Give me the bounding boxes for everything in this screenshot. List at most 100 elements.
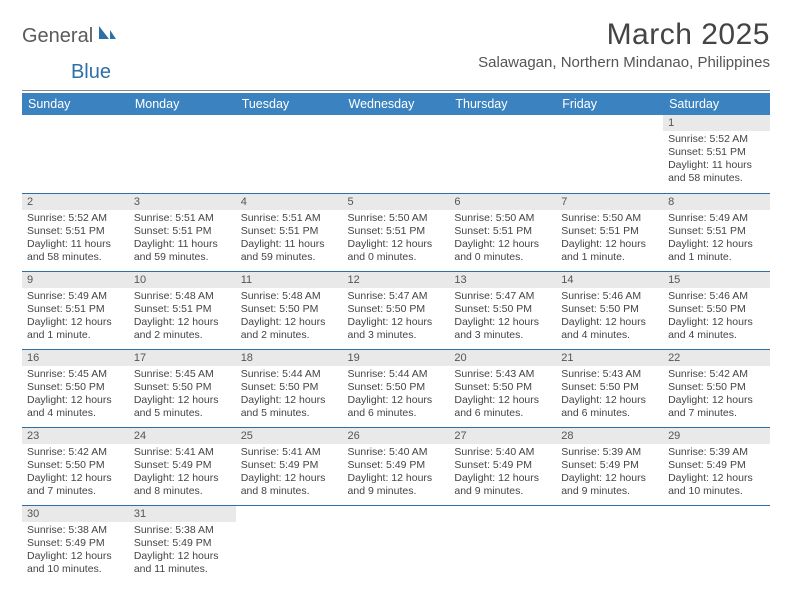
day-number: 18 — [236, 350, 343, 366]
sunset-text: Sunset: 5:51 PM — [668, 146, 765, 159]
sunrise-text: Sunrise: 5:49 AM — [668, 212, 765, 225]
weekday-header: Sunday — [22, 93, 129, 115]
calendar-week: 30Sunrise: 5:38 AMSunset: 5:49 PMDayligh… — [22, 505, 770, 583]
calendar-day: 10Sunrise: 5:48 AMSunset: 5:51 PMDayligh… — [129, 271, 236, 349]
sunrise-text: Sunrise: 5:49 AM — [27, 290, 124, 303]
calendar-day: 3Sunrise: 5:51 AMSunset: 5:51 PMDaylight… — [129, 193, 236, 271]
logo-sail-icon — [97, 24, 117, 48]
daylight-text: Daylight: 12 hours and 2 minutes. — [241, 316, 338, 342]
day-details: Sunrise: 5:45 AMSunset: 5:50 PMDaylight:… — [22, 366, 129, 423]
day-details: Sunrise: 5:40 AMSunset: 5:49 PMDaylight:… — [449, 444, 556, 501]
calendar-day: 11Sunrise: 5:48 AMSunset: 5:50 PMDayligh… — [236, 271, 343, 349]
daylight-text: Daylight: 12 hours and 9 minutes. — [561, 472, 658, 498]
daylight-text: Daylight: 12 hours and 8 minutes. — [134, 472, 231, 498]
calendar-day: 4Sunrise: 5:51 AMSunset: 5:51 PMDaylight… — [236, 193, 343, 271]
calendar-blank — [236, 115, 343, 193]
daylight-text: Daylight: 11 hours and 58 minutes. — [668, 159, 765, 185]
calendar-day: 5Sunrise: 5:50 AMSunset: 5:51 PMDaylight… — [343, 193, 450, 271]
weekday-header: Tuesday — [236, 93, 343, 115]
calendar-blank — [343, 115, 450, 193]
calendar-day: 31Sunrise: 5:38 AMSunset: 5:49 PMDayligh… — [129, 505, 236, 583]
calendar-day: 15Sunrise: 5:46 AMSunset: 5:50 PMDayligh… — [663, 271, 770, 349]
sunset-text: Sunset: 5:51 PM — [27, 225, 124, 238]
calendar-day: 16Sunrise: 5:45 AMSunset: 5:50 PMDayligh… — [22, 349, 129, 427]
daylight-text: Daylight: 12 hours and 5 minutes. — [241, 394, 338, 420]
calendar-day: 7Sunrise: 5:50 AMSunset: 5:51 PMDaylight… — [556, 193, 663, 271]
sunset-text: Sunset: 5:50 PM — [454, 303, 551, 316]
day-number: 3 — [129, 194, 236, 210]
calendar-day: 20Sunrise: 5:43 AMSunset: 5:50 PMDayligh… — [449, 349, 556, 427]
daylight-text: Daylight: 12 hours and 7 minutes. — [668, 394, 765, 420]
sunrise-text: Sunrise: 5:50 AM — [454, 212, 551, 225]
weekday-header: Saturday — [663, 93, 770, 115]
sunset-text: Sunset: 5:49 PM — [134, 537, 231, 550]
day-number: 10 — [129, 272, 236, 288]
calendar-blank — [22, 115, 129, 193]
day-number: 19 — [343, 350, 450, 366]
daylight-text: Daylight: 12 hours and 3 minutes. — [454, 316, 551, 342]
daylight-text: Daylight: 12 hours and 8 minutes. — [241, 472, 338, 498]
day-number: 17 — [129, 350, 236, 366]
daylight-text: Daylight: 11 hours and 59 minutes. — [241, 238, 338, 264]
daylight-text: Daylight: 12 hours and 9 minutes. — [348, 472, 445, 498]
daylight-text: Daylight: 12 hours and 0 minutes. — [454, 238, 551, 264]
day-details: Sunrise: 5:44 AMSunset: 5:50 PMDaylight:… — [236, 366, 343, 423]
weekday-header: Monday — [129, 93, 236, 115]
sunset-text: Sunset: 5:50 PM — [668, 303, 765, 316]
sunrise-text: Sunrise: 5:39 AM — [561, 446, 658, 459]
calendar-week: 1Sunrise: 5:52 AMSunset: 5:51 PMDaylight… — [22, 115, 770, 193]
sunset-text: Sunset: 5:51 PM — [668, 225, 765, 238]
day-details: Sunrise: 5:41 AMSunset: 5:49 PMDaylight:… — [129, 444, 236, 501]
sunrise-text: Sunrise: 5:46 AM — [561, 290, 658, 303]
daylight-text: Daylight: 12 hours and 9 minutes. — [454, 472, 551, 498]
daylight-text: Daylight: 12 hours and 7 minutes. — [27, 472, 124, 498]
day-details: Sunrise: 5:46 AMSunset: 5:50 PMDaylight:… — [556, 288, 663, 345]
calendar-day: 25Sunrise: 5:41 AMSunset: 5:49 PMDayligh… — [236, 427, 343, 505]
calendar-day: 22Sunrise: 5:42 AMSunset: 5:50 PMDayligh… — [663, 349, 770, 427]
sunset-text: Sunset: 5:49 PM — [27, 537, 124, 550]
daylight-text: Daylight: 12 hours and 11 minutes. — [134, 550, 231, 576]
sunrise-text: Sunrise: 5:44 AM — [241, 368, 338, 381]
sunrise-text: Sunrise: 5:47 AM — [454, 290, 551, 303]
day-number: 12 — [343, 272, 450, 288]
calendar-day: 14Sunrise: 5:46 AMSunset: 5:50 PMDayligh… — [556, 271, 663, 349]
sunrise-text: Sunrise: 5:52 AM — [668, 133, 765, 146]
calendar-body: 1Sunrise: 5:52 AMSunset: 5:51 PMDaylight… — [22, 115, 770, 583]
day-details: Sunrise: 5:42 AMSunset: 5:50 PMDaylight:… — [22, 444, 129, 501]
daylight-text: Daylight: 12 hours and 1 minute. — [561, 238, 658, 264]
sunrise-text: Sunrise: 5:38 AM — [134, 524, 231, 537]
sunrise-text: Sunrise: 5:43 AM — [561, 368, 658, 381]
day-details: Sunrise: 5:50 AMSunset: 5:51 PMDaylight:… — [556, 210, 663, 267]
day-details: Sunrise: 5:40 AMSunset: 5:49 PMDaylight:… — [343, 444, 450, 501]
day-number: 23 — [22, 428, 129, 444]
daylight-text: Daylight: 12 hours and 4 minutes. — [561, 316, 658, 342]
month-title: March 2025 — [478, 18, 770, 52]
daylight-text: Daylight: 12 hours and 5 minutes. — [134, 394, 231, 420]
calendar-day: 26Sunrise: 5:40 AMSunset: 5:49 PMDayligh… — [343, 427, 450, 505]
day-details: Sunrise: 5:43 AMSunset: 5:50 PMDaylight:… — [449, 366, 556, 423]
sunrise-text: Sunrise: 5:43 AM — [454, 368, 551, 381]
sunset-text: Sunset: 5:50 PM — [454, 381, 551, 394]
calendar-blank — [449, 505, 556, 583]
day-number: 22 — [663, 350, 770, 366]
sunset-text: Sunset: 5:50 PM — [27, 381, 124, 394]
calendar-blank — [556, 115, 663, 193]
day-number: 16 — [22, 350, 129, 366]
sunset-text: Sunset: 5:50 PM — [561, 381, 658, 394]
sunset-text: Sunset: 5:51 PM — [241, 225, 338, 238]
day-number: 14 — [556, 272, 663, 288]
sunrise-text: Sunrise: 5:41 AM — [241, 446, 338, 459]
day-details: Sunrise: 5:47 AMSunset: 5:50 PMDaylight:… — [343, 288, 450, 345]
day-details: Sunrise: 5:43 AMSunset: 5:50 PMDaylight:… — [556, 366, 663, 423]
day-number: 26 — [343, 428, 450, 444]
calendar-day: 12Sunrise: 5:47 AMSunset: 5:50 PMDayligh… — [343, 271, 450, 349]
sunrise-text: Sunrise: 5:48 AM — [241, 290, 338, 303]
day-number: 13 — [449, 272, 556, 288]
day-details: Sunrise: 5:50 AMSunset: 5:51 PMDaylight:… — [343, 210, 450, 267]
sunrise-text: Sunrise: 5:50 AM — [348, 212, 445, 225]
sunset-text: Sunset: 5:51 PM — [134, 303, 231, 316]
calendar-head: SundayMondayTuesdayWednesdayThursdayFrid… — [22, 93, 770, 115]
weekday-header: Friday — [556, 93, 663, 115]
day-details: Sunrise: 5:50 AMSunset: 5:51 PMDaylight:… — [449, 210, 556, 267]
daylight-text: Daylight: 12 hours and 10 minutes. — [668, 472, 765, 498]
